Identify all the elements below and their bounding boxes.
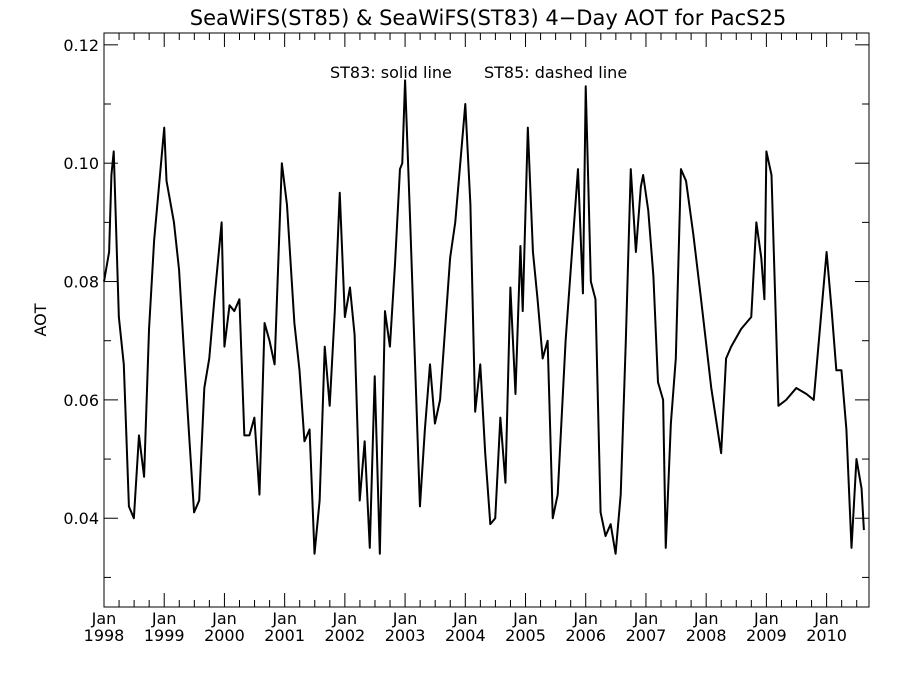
series-line-0 xyxy=(103,79,865,555)
x-axis-ticks: Jan1998Jan1999Jan2000Jan2001Jan2002Jan20… xyxy=(84,33,858,645)
x-tick-month-label: Jan xyxy=(271,609,297,628)
y-axis-label: AOT xyxy=(31,303,50,336)
x-tick-year-label: 2003 xyxy=(385,626,426,645)
x-tick-year-label: 1998 xyxy=(84,626,125,645)
y-tick-label: 0.10 xyxy=(63,154,99,173)
x-tick-month-label: Jan xyxy=(211,609,237,628)
x-tick-month-label: Jan xyxy=(332,609,358,628)
x-tick-month-label: Jan xyxy=(572,609,598,628)
chart-title: SeaWiFS(ST85) & SeaWiFS(ST83) 4−Day AOT … xyxy=(190,6,786,30)
y-tick-label: 0.06 xyxy=(63,391,99,410)
x-tick-year-label: 2010 xyxy=(806,626,847,645)
x-tick-year-label: 2000 xyxy=(204,626,245,645)
x-tick-month-label: Jan xyxy=(91,609,117,628)
x-tick-month-label: Jan xyxy=(452,609,478,628)
x-tick-year-label: 1999 xyxy=(144,626,185,645)
x-tick-month-label: Jan xyxy=(151,609,177,628)
annotation-st83: ST83: solid line xyxy=(330,63,452,82)
x-tick-month-label: Jan xyxy=(693,609,719,628)
plot-frame xyxy=(103,32,870,608)
x-tick-year-label: 2002 xyxy=(325,626,366,645)
x-tick-year-label: 2009 xyxy=(746,626,787,645)
y-tick-label: 0.12 xyxy=(63,36,99,55)
x-tick-year-label: 2001 xyxy=(264,626,305,645)
y-axis-ticks: 0.04 0.06 0.08 0.10 0.12 xyxy=(63,36,869,578)
x-tick-year-label: 2007 xyxy=(626,626,667,645)
x-tick-month-label: Jan xyxy=(813,609,839,628)
x-tick-year-label: 2008 xyxy=(686,626,727,645)
x-tick-month-label: Jan xyxy=(512,609,538,628)
x-tick-year-label: 2005 xyxy=(505,626,546,645)
y-tick-label: 0.04 xyxy=(63,509,99,528)
x-tick-year-label: 2006 xyxy=(565,626,606,645)
series-layer xyxy=(103,79,865,555)
x-tick-month-label: Jan xyxy=(392,609,418,628)
annotation-st85: ST85: dashed line xyxy=(484,63,627,82)
y-tick-label: 0.08 xyxy=(63,273,99,292)
x-tick-month-label: Jan xyxy=(753,609,779,628)
x-tick-month-label: Jan xyxy=(633,609,659,628)
x-tick-year-label: 2004 xyxy=(445,626,486,645)
